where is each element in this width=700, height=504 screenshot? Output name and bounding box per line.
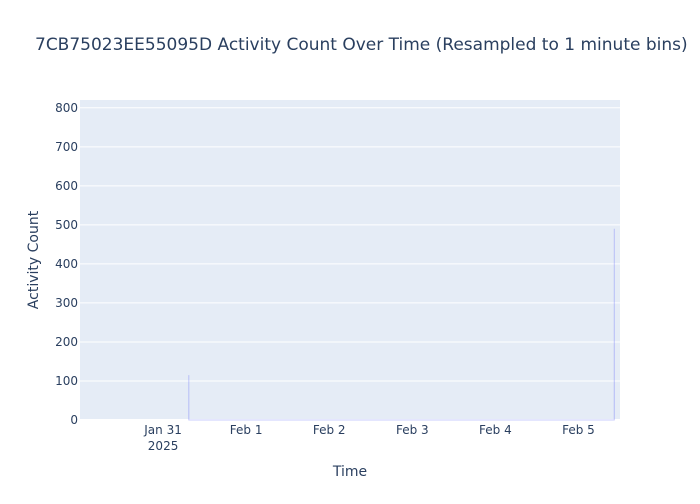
y-tick-label: 500: [55, 218, 78, 232]
y-tick-label: 200: [55, 335, 78, 349]
y-tick-label: 400: [55, 257, 78, 271]
x-tick-labels: Jan 31 2025 Feb 1 Feb 2 Feb 3 Feb 4 Feb 5: [143, 423, 595, 453]
series-line: [188, 228, 615, 421]
y-tick-label: 800: [55, 101, 78, 115]
y-gridlines: [80, 107, 620, 421]
y-tick-label: 700: [55, 140, 78, 154]
chart-title: 7CB75023EE55095D Activity Count Over Tim…: [35, 35, 688, 55]
y-tick-label: 100: [55, 374, 78, 388]
y-tick-labels: 0 100 200 300 400 500 600 700 800: [55, 101, 78, 427]
x-axis-title: Time: [332, 464, 367, 480]
x-tick-label: Feb 1: [230, 423, 263, 437]
y-tick-label: 0: [70, 413, 78, 427]
y-axis-title: Activity Count: [26, 210, 42, 309]
x-tick-sublabel: 2025: [148, 439, 179, 453]
x-tick-label: Feb 4: [479, 423, 512, 437]
x-tick-label: Feb 3: [396, 423, 429, 437]
x-tick-label: Feb 5: [562, 423, 595, 437]
y-tick-label: 300: [55, 296, 78, 310]
plot-area: [80, 100, 620, 420]
y-tick-label: 600: [55, 179, 78, 193]
x-tick-label: Feb 2: [313, 423, 346, 437]
x-tick-label: Jan 31: [143, 423, 182, 437]
series-layer: [188, 228, 615, 421]
